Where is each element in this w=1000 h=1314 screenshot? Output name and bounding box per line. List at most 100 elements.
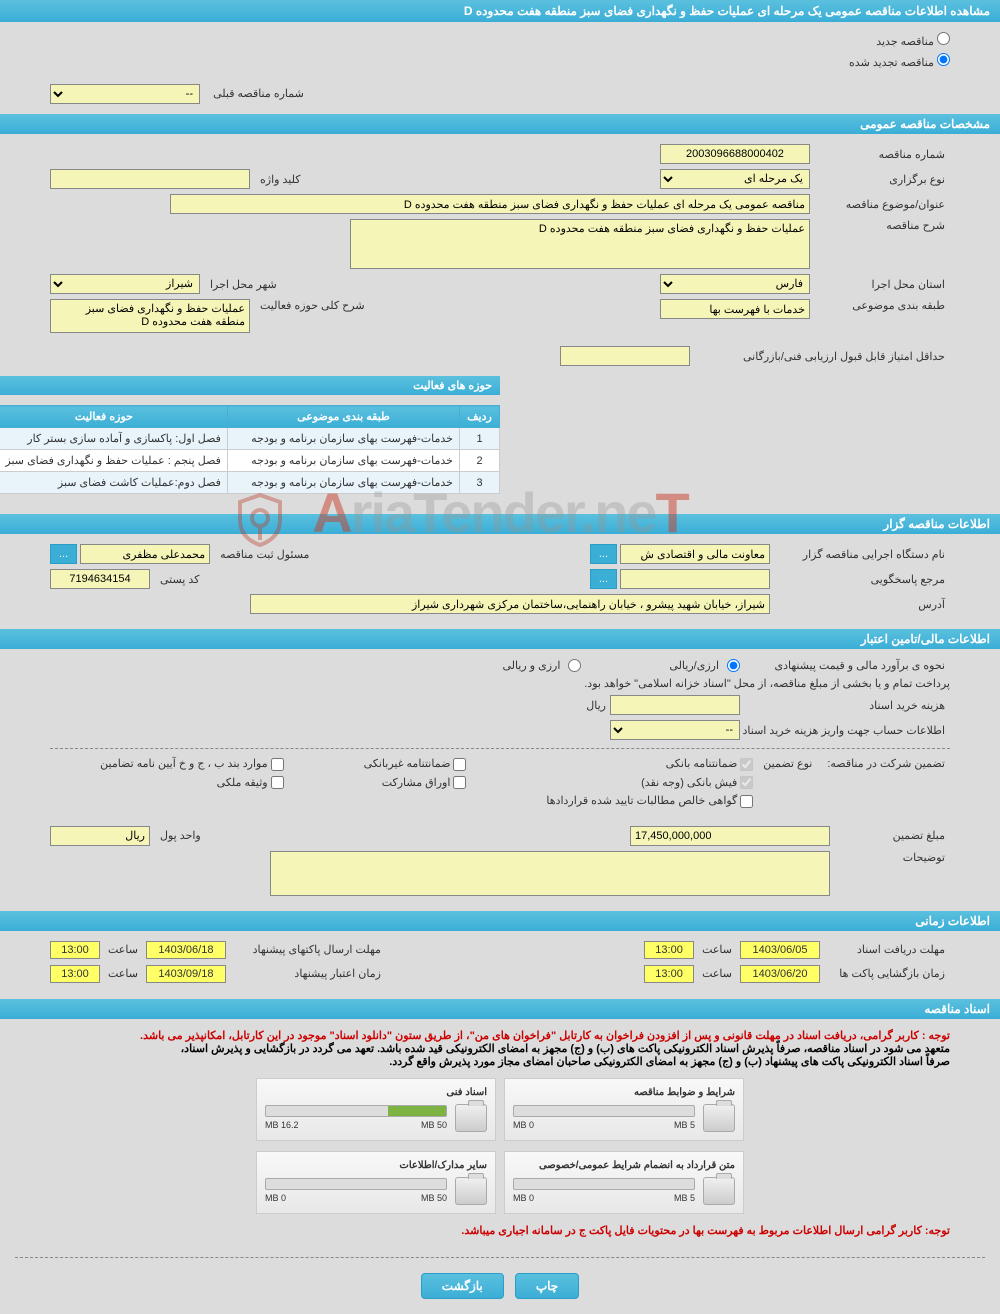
address-input[interactable] (250, 594, 770, 614)
check-participation-bonds[interactable] (453, 776, 466, 789)
check-bank-receipt[interactable] (740, 776, 753, 789)
open-envelopes-label: زمان بازگشایی پاکت ها (820, 967, 950, 980)
table-row: 3خدمات-فهرست بهای سازمان برنامه و بودجهف… (0, 472, 500, 494)
open-envelopes-time: 13:00 (644, 965, 694, 983)
file-box: متن قرارداد به انضمام شرایط عمومی/خصوصی … (504, 1151, 744, 1214)
validity-time: 13:00 (50, 965, 100, 983)
receive-docs-time: 13:00 (644, 941, 694, 959)
prev-tender-select[interactable]: -- (50, 84, 200, 104)
answer-ref-input[interactable] (620, 569, 770, 589)
folder-icon[interactable] (455, 1104, 487, 1132)
send-proposals-label: مهلت ارسال پاکتهای پیشنهاد (226, 943, 386, 956)
radio-renewed-tender[interactable] (937, 53, 950, 66)
send-proposals-date: 1403/06/18 (146, 941, 226, 959)
doc-cost-input[interactable] (610, 695, 740, 715)
radio-rial-label: ارزی/ریالی (661, 659, 727, 672)
tender-no-input[interactable] (660, 144, 810, 164)
doc-cost-label: هزینه خرید اسناد (740, 699, 950, 712)
reg-officer-browse-button[interactable]: ... (50, 544, 77, 564)
exec-org-browse-button[interactable]: ... (590, 544, 617, 564)
validity-label: زمان اعتبار پیشنهاد (226, 967, 386, 980)
progress-bar (265, 1178, 447, 1190)
keyword-input[interactable] (50, 169, 250, 189)
reg-officer-input[interactable] (80, 544, 210, 564)
file-title: شرایط و ضوابط مناقصه (513, 1087, 735, 1098)
payment-note: پرداخت تمام و یا بخشی از مبلغ مناقصه، از… (584, 677, 950, 690)
city-select[interactable]: شیراز (50, 274, 200, 294)
check-bank-guarantee[interactable] (740, 758, 753, 771)
radio-rial[interactable] (727, 659, 740, 672)
min-score-input[interactable] (560, 346, 690, 366)
check-property-deed[interactable] (271, 776, 284, 789)
radio-new-tender-label: مناقصه جدید (876, 36, 934, 48)
class-input[interactable] (660, 299, 810, 319)
subject-input[interactable] (170, 194, 810, 214)
answer-ref-browse-button[interactable]: ... (590, 569, 617, 589)
file-box: اسناد فنی 50 MB16.2 MB (256, 1078, 496, 1141)
doc-notice-1: توجه : کاربر گرامی، دریافت اسناد در مهلت… (50, 1029, 950, 1042)
city-label: شهر محل اجرا (200, 278, 282, 291)
section-financial-header: اطلاعات مالی/تامین اعتبار (0, 629, 1000, 649)
time-label-1: ساعت (694, 943, 740, 956)
radio-both[interactable] (568, 659, 581, 672)
col-scope: حوزه فعالیت (0, 406, 227, 428)
address-label: آدرس (770, 598, 950, 611)
notes-label: توضیحات (830, 851, 950, 864)
tender-no-label: شماره مناقصه (810, 148, 950, 161)
holding-type-select[interactable]: یک مرحله ای (660, 169, 810, 189)
progress-bar (513, 1105, 695, 1117)
progress-bar (513, 1178, 695, 1190)
table-row: 1خدمات-فهرست بهای سازمان برنامه و بودجهف… (0, 428, 500, 450)
open-envelopes-date: 1403/06/20 (740, 965, 820, 983)
desc-label: شرح مناقصه (810, 219, 950, 232)
postal-input[interactable] (50, 569, 150, 589)
check-bylaw-items[interactable] (271, 758, 284, 771)
account-info-select[interactable]: -- (610, 720, 740, 740)
radio-new-tender[interactable] (937, 32, 950, 45)
file-box: شرایط و ضوابط مناقصه 5 MB0 MB (504, 1078, 744, 1141)
subject-label: عنوان/موضوع مناقصه (810, 198, 950, 211)
province-select[interactable]: فارس (660, 274, 810, 294)
holding-type-label: نوع برگزاری (810, 173, 950, 186)
page-title: مشاهده اطلاعات مناقصه عمومی یک مرحله ای … (0, 0, 1000, 22)
folder-icon[interactable] (455, 1177, 487, 1205)
activities-table: ردیف طبقه بندی موضوعی حوزه فعالیت 1خدمات… (0, 405, 500, 494)
file-title: سایر مدارک/اطلاعات (265, 1160, 487, 1171)
section-tenderer-header: اطلاعات مناقصه گزار (0, 514, 1000, 534)
desc-textarea[interactable] (350, 219, 810, 269)
check-nonbank-guarantee[interactable] (453, 758, 466, 771)
exec-org-input[interactable] (620, 544, 770, 564)
time-label-4: ساعت (100, 967, 146, 980)
activities-title-bar: حوزه های فعالیت − (0, 376, 500, 395)
section-documents-header: اسناد مناقصه (0, 999, 1000, 1019)
back-button[interactable]: بازگشت (421, 1273, 504, 1299)
doc-bottom-notice: توجه: کاربر گرامی ارسال اطلاعات مربوط به… (50, 1224, 950, 1237)
reg-officer-label: مسئول ثبت مناقصه (210, 548, 314, 561)
section-timing-header: اطلاعات زمانی (0, 911, 1000, 931)
radio-both-label: ارزی و ریالی (494, 659, 568, 672)
doc-notice-2b: صرفاً اسناد الکترونیکی پاکت های پیشنهاد … (50, 1055, 950, 1068)
min-score-label: حداقل امتیاز قابل قبول ارزیابی فنی/بازرگ… (690, 350, 950, 363)
answer-ref-label: مرجع پاسخگویی (770, 573, 950, 586)
folder-icon[interactable] (703, 1104, 735, 1132)
folder-icon[interactable] (703, 1177, 735, 1205)
amount-input[interactable] (630, 826, 830, 846)
unit-input[interactable] (50, 826, 150, 846)
amount-label: مبلغ تضمین (830, 829, 950, 842)
file-title: متن قرارداد به انضمام شرایط عمومی/خصوصی (513, 1160, 735, 1171)
class-label: طبقه بندی موضوعی (810, 299, 950, 312)
col-row: ردیف (460, 406, 500, 428)
time-label-2: ساعت (694, 967, 740, 980)
doc-cost-unit: ریال (582, 699, 610, 712)
scope-label: شرح کلی حوزه فعالیت (250, 299, 370, 312)
unit-label: واحد پول (150, 829, 206, 842)
check-verified-claims[interactable] (740, 795, 753, 808)
activities-title: حوزه های فعالیت (413, 380, 492, 392)
validity-date: 1403/09/18 (146, 965, 226, 983)
time-label-3: ساعت (100, 943, 146, 956)
scope-textarea[interactable] (50, 299, 250, 333)
col-class: طبقه بندی موضوعی (227, 406, 459, 428)
notes-textarea[interactable] (270, 851, 830, 896)
print-button[interactable]: چاپ (515, 1273, 579, 1299)
receive-docs-label: مهلت دریافت اسناد (820, 943, 950, 956)
